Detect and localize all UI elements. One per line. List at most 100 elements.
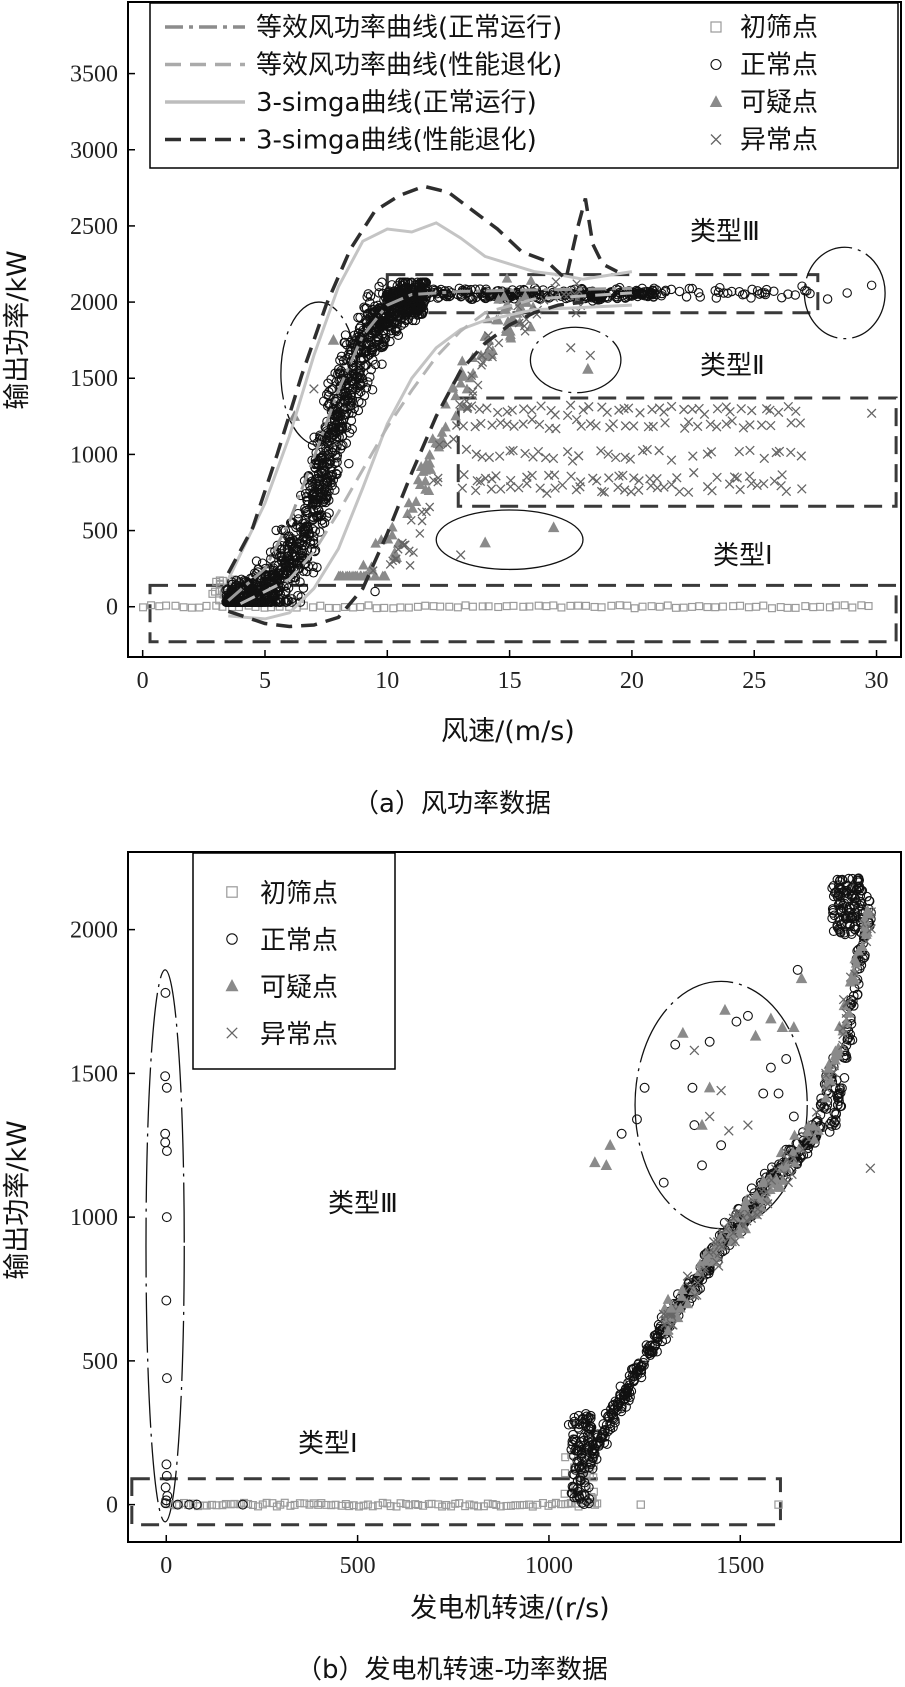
suspect-point xyxy=(335,570,346,581)
abnormal-point xyxy=(551,423,561,434)
abnormal-point xyxy=(771,447,781,458)
normal-point xyxy=(846,913,856,923)
suspect-point xyxy=(677,1283,688,1295)
normal-point xyxy=(710,58,722,71)
normal-point xyxy=(687,1082,698,1093)
legend-marker-label: 可疑点 xyxy=(260,973,338,1003)
suspect-point xyxy=(715,1231,727,1242)
screened-point xyxy=(139,603,148,612)
abnormal-point xyxy=(727,416,737,426)
abnormal-point xyxy=(585,419,596,429)
abnormal-point xyxy=(599,487,610,497)
normal-point xyxy=(788,1111,799,1122)
normal-point xyxy=(842,288,852,298)
abnormal-point xyxy=(721,419,732,429)
normal-point xyxy=(847,1035,858,1045)
x-tick-label: 30 xyxy=(865,668,889,694)
normal-point xyxy=(239,575,249,586)
chart-a-caption: （a）风功率数据 xyxy=(353,789,551,819)
screened-point xyxy=(286,1501,295,1510)
normal-point xyxy=(746,1183,757,1194)
screened-point xyxy=(564,1499,573,1508)
suspect-point xyxy=(370,570,381,581)
abnormal-point xyxy=(502,406,512,417)
screened-point xyxy=(465,1500,474,1509)
legend-marker-label: 异常点 xyxy=(740,126,818,156)
normal-point xyxy=(574,1490,584,1501)
normal-point xyxy=(846,926,856,937)
abnormal-point xyxy=(527,414,537,425)
normal-point xyxy=(266,594,276,604)
abnormal-point xyxy=(765,405,775,416)
normal-point xyxy=(356,398,367,408)
abnormal-point xyxy=(782,1154,792,1165)
y-tick-label: 2000 xyxy=(70,290,118,316)
normal-point xyxy=(773,1088,784,1099)
normal-point xyxy=(568,1469,578,1480)
screened-point xyxy=(509,601,518,610)
screened-point xyxy=(202,601,211,610)
x-tick-label: 5 xyxy=(259,668,271,694)
abnormal-point xyxy=(704,1111,715,1122)
normal-point xyxy=(281,587,291,597)
abnormal-point xyxy=(494,451,505,461)
abnormal-point xyxy=(520,448,530,459)
normal-point xyxy=(274,585,284,596)
normal-point xyxy=(783,289,793,299)
abnormal-point xyxy=(736,403,746,414)
region-box xyxy=(456,396,898,508)
abnormal-point xyxy=(491,471,501,481)
normal-point xyxy=(834,912,844,923)
normal-point xyxy=(638,289,648,299)
screened-point xyxy=(396,603,405,612)
normal-point xyxy=(407,315,418,326)
region-box xyxy=(385,273,820,315)
abnormal-point xyxy=(779,1169,790,1179)
abnormal-point xyxy=(786,418,796,428)
screened-point xyxy=(364,601,373,610)
abnormal-point xyxy=(648,421,659,432)
region-box xyxy=(130,1477,782,1527)
normal-point xyxy=(281,597,292,607)
abnormal-point xyxy=(689,1045,700,1056)
abnormal-point xyxy=(540,452,551,463)
normal-point xyxy=(616,1128,627,1139)
normal-point xyxy=(162,1491,173,1501)
legend-marker-label: 初筛点 xyxy=(260,879,338,909)
screened-point xyxy=(147,601,156,610)
region-ellipse xyxy=(634,980,808,1230)
x-tick-label: 10 xyxy=(375,668,399,694)
normal-point xyxy=(291,522,301,533)
normal-point xyxy=(305,539,316,549)
normal-point xyxy=(843,893,853,904)
normal-point xyxy=(605,1421,615,1432)
chart-b-regions xyxy=(130,969,808,1527)
normal-point xyxy=(272,540,283,551)
abnormal-point xyxy=(620,452,630,463)
normal-point xyxy=(362,292,372,302)
legend-marker-label: 正常点 xyxy=(740,51,818,81)
abnormal-point xyxy=(519,321,529,331)
normal-point xyxy=(309,432,319,443)
normal-point xyxy=(270,560,280,571)
normal-point xyxy=(160,987,171,998)
normal-point xyxy=(573,1410,584,1421)
abnormal-point xyxy=(707,485,717,496)
screened-point xyxy=(468,602,477,611)
suspect-point xyxy=(424,449,435,460)
normal-point xyxy=(319,466,329,476)
abnormal-point xyxy=(602,407,612,417)
abnormal-point xyxy=(527,470,537,481)
normal-point xyxy=(344,458,354,469)
normal-point xyxy=(298,545,308,556)
normal-point xyxy=(639,287,650,297)
abnormal-point xyxy=(709,1237,719,1247)
abnormal-point xyxy=(476,418,486,429)
abnormal-point xyxy=(769,476,780,486)
abnormal-point xyxy=(591,421,601,431)
screened-point xyxy=(774,1500,783,1509)
screened-point xyxy=(451,1499,460,1508)
screened-point xyxy=(359,1501,368,1510)
abnormal-point xyxy=(429,475,438,485)
suspect-point xyxy=(809,1133,820,1144)
